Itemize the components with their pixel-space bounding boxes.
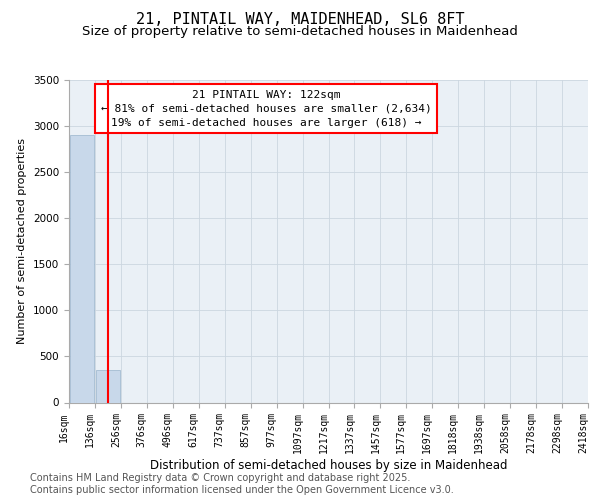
Text: Contains HM Land Registry data © Crown copyright and database right 2025.
Contai: Contains HM Land Registry data © Crown c… [30, 474, 454, 495]
Text: 21 PINTAIL WAY: 122sqm
← 81% of semi-detached houses are smaller (2,634)
19% of : 21 PINTAIL WAY: 122sqm ← 81% of semi-det… [101, 90, 431, 128]
Bar [70, 136, 94, 402]
Text: 21, PINTAIL WAY, MAIDENHEAD, SL6 8FT: 21, PINTAIL WAY, MAIDENHEAD, SL6 8FT [136, 12, 464, 28]
Text: Size of property relative to semi-detached houses in Maidenhead: Size of property relative to semi-detach… [82, 25, 518, 38]
Y-axis label: Number of semi-detached properties: Number of semi-detached properties [17, 138, 28, 344]
X-axis label: Distribution of semi-detached houses by size in Maidenhead: Distribution of semi-detached houses by … [150, 459, 507, 472]
Bar [95, 370, 120, 402]
